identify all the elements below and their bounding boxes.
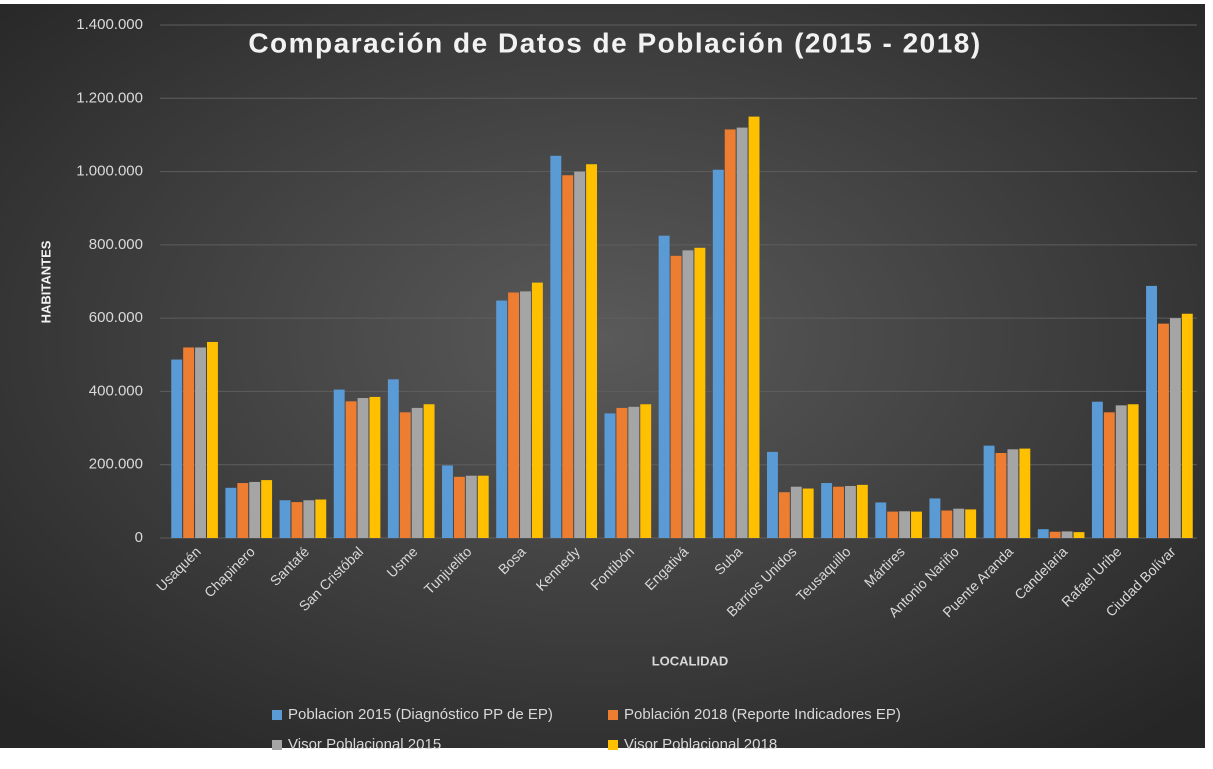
bar — [875, 502, 887, 538]
bar — [736, 127, 748, 538]
bar — [279, 500, 291, 538]
bar — [1115, 405, 1127, 538]
bar — [899, 511, 911, 538]
y-tick-label: 800.000 — [89, 236, 143, 253]
bar — [399, 412, 411, 538]
bar — [315, 499, 327, 538]
bar — [941, 510, 953, 538]
bar — [333, 389, 345, 538]
bar — [995, 452, 1007, 538]
y-tick-label: 1.400.000 — [76, 16, 143, 33]
bar — [1169, 318, 1181, 538]
bar — [628, 406, 640, 538]
y-tick-label: 200.000 — [89, 456, 143, 473]
bar — [670, 255, 682, 538]
bar — [586, 164, 598, 538]
bar — [778, 492, 790, 538]
bar — [929, 498, 941, 538]
bar — [911, 511, 922, 538]
legend-swatch — [272, 710, 282, 720]
bar — [953, 508, 965, 538]
bar — [453, 476, 465, 538]
bar — [983, 445, 995, 538]
bar — [1127, 404, 1139, 538]
bar — [387, 379, 399, 538]
legend-swatch — [608, 710, 618, 720]
bar — [1019, 448, 1031, 538]
chart-title: Comparación de Datos de Población (2015 … — [248, 27, 981, 58]
bar — [206, 341, 218, 538]
legend-swatch — [272, 740, 282, 750]
bar — [1037, 529, 1049, 538]
bar — [965, 509, 977, 538]
bar — [442, 465, 453, 538]
bar — [616, 407, 628, 538]
bar — [724, 129, 736, 539]
y-tick-label: 1.000.000 — [76, 163, 143, 180]
bar — [357, 398, 369, 538]
y-axis-label: HABITANTES — [38, 240, 53, 323]
bar — [712, 169, 724, 538]
legend-swatch — [608, 740, 618, 750]
bar — [171, 359, 183, 538]
bar — [802, 488, 814, 538]
bar — [604, 413, 616, 538]
bar — [423, 404, 435, 538]
bar — [508, 292, 520, 538]
bar — [477, 475, 489, 538]
bar — [658, 235, 670, 539]
bar — [748, 116, 760, 538]
bar — [345, 401, 357, 538]
bar — [369, 396, 381, 538]
bar — [821, 483, 833, 538]
bar — [303, 500, 315, 538]
bar — [520, 291, 531, 538]
bar — [237, 483, 249, 538]
bar — [682, 250, 694, 538]
y-tick-label: 600.000 — [89, 309, 143, 326]
y-tick-label: 400.000 — [89, 382, 143, 399]
bar — [574, 171, 586, 539]
bar — [844, 485, 856, 538]
bar — [225, 487, 237, 538]
bar — [887, 511, 899, 538]
bar — [766, 451, 778, 538]
bar — [856, 484, 868, 538]
bar — [1091, 401, 1103, 538]
legend-label: Poblacion 2015 (Diagnóstico PP de EP) — [288, 706, 553, 723]
y-tick-label: 0 — [135, 529, 143, 546]
bar — [694, 247, 706, 538]
bar — [465, 475, 477, 538]
bar — [496, 300, 508, 538]
bar — [550, 155, 562, 538]
bar — [1061, 531, 1073, 538]
bar — [411, 407, 423, 538]
bar — [261, 480, 273, 538]
bar — [195, 347, 206, 538]
bar — [640, 404, 652, 538]
bar — [1007, 449, 1019, 538]
bar — [1073, 532, 1085, 538]
bar — [531, 282, 543, 538]
bar — [183, 347, 195, 538]
bar — [1049, 531, 1061, 538]
legend-label: Población 2018 (Reporte Indicadores EP) — [624, 706, 901, 723]
bar — [1158, 323, 1169, 538]
bar — [291, 502, 303, 538]
legend-label: Visor Poblacional 2018 — [624, 736, 777, 753]
bar — [1181, 313, 1193, 538]
bar — [1103, 412, 1115, 538]
legend-label: Visor Poblacional 2015 — [288, 736, 441, 753]
y-tick-label: 1.200.000 — [76, 89, 143, 106]
x-axis-label: LOCALIDAD — [652, 653, 729, 668]
bar — [790, 486, 802, 538]
bar — [249, 481, 261, 538]
bar — [1146, 285, 1158, 538]
bar — [562, 175, 574, 538]
bar — [833, 486, 844, 538]
